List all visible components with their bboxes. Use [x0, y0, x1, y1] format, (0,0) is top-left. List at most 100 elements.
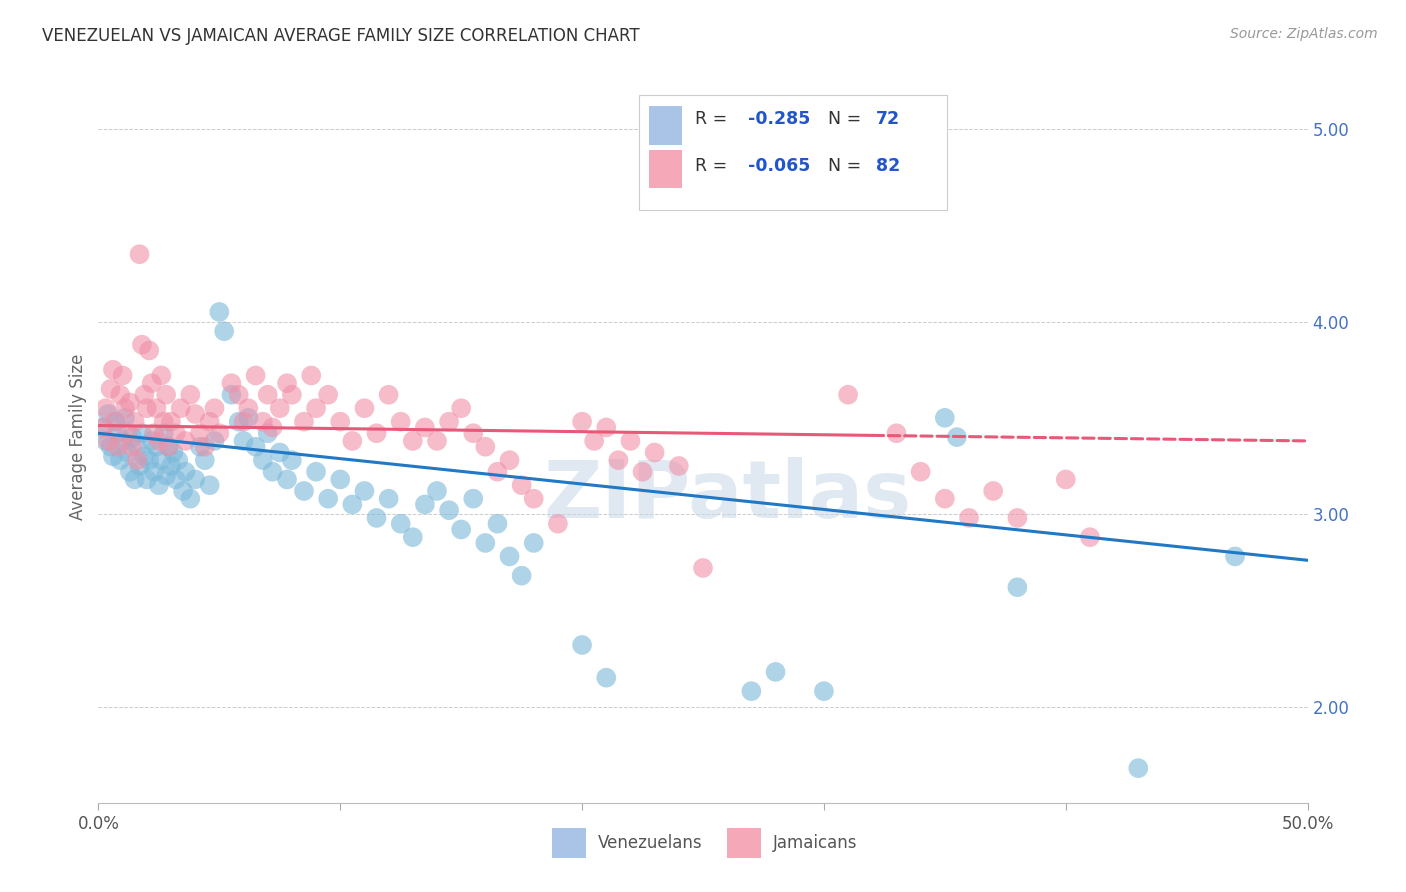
Point [342, 434, 364, 448]
Point [910, 465, 932, 479]
Point [252, 415, 274, 429]
Point [91, 420, 114, 434]
Point [157, 440, 180, 454]
Point [474, 536, 496, 550]
Point [160, 458, 183, 473]
Point [150, 453, 173, 467]
Point [510, 568, 533, 582]
Point [316, 388, 339, 402]
Point [486, 465, 509, 479]
Point [292, 415, 315, 429]
Point [108, 388, 131, 402]
Point [104, 415, 127, 429]
Point [94, 434, 117, 448]
Point [934, 491, 956, 506]
Point [221, 388, 243, 402]
Point [118, 465, 141, 479]
Bar [648, 151, 682, 188]
Text: -0.285: -0.285 [748, 110, 810, 128]
Point [450, 401, 472, 416]
Point [107, 426, 129, 441]
Point [208, 426, 231, 441]
Point [97, 407, 120, 421]
Point [1223, 549, 1246, 564]
Point [117, 445, 139, 459]
Point [162, 445, 184, 459]
Point [595, 671, 617, 685]
Point [155, 388, 177, 402]
Point [644, 445, 666, 459]
Text: -0.065: -0.065 [748, 158, 810, 176]
Text: 82: 82 [876, 158, 900, 176]
Point [402, 434, 425, 448]
Point [141, 434, 163, 448]
Point [100, 440, 122, 454]
Point [208, 305, 231, 319]
Point [111, 368, 134, 383]
Point [256, 388, 278, 402]
Point [101, 362, 124, 376]
Bar [551, 829, 586, 858]
Point [276, 472, 298, 486]
Point [342, 498, 364, 512]
Point [155, 468, 177, 483]
Point [413, 498, 436, 512]
Point [131, 337, 153, 351]
Point [184, 472, 207, 486]
Point [135, 401, 157, 416]
Point [121, 430, 143, 444]
Point [157, 440, 180, 454]
Point [281, 453, 304, 467]
Text: VENEZUELAN VS JAMAICAN AVERAGE FAMILY SIZE CORRELATION CHART: VENEZUELAN VS JAMAICAN AVERAGE FAMILY SI… [42, 27, 640, 45]
Point [463, 426, 485, 441]
Point [437, 503, 460, 517]
Text: N =: N = [828, 110, 866, 128]
Point [426, 434, 449, 448]
Point [111, 434, 134, 448]
Point [101, 450, 124, 464]
Point [228, 388, 250, 402]
Text: 72: 72 [876, 110, 900, 128]
Point [198, 415, 221, 429]
Point [366, 426, 388, 441]
Point [245, 440, 267, 454]
Point [353, 483, 375, 498]
Text: Source: ZipAtlas.com: Source: ZipAtlas.com [1230, 27, 1378, 41]
Point [127, 453, 149, 467]
Point [179, 388, 201, 402]
Point [276, 376, 298, 391]
Point [1078, 530, 1101, 544]
Point [97, 434, 120, 448]
Point [571, 638, 593, 652]
Point [547, 516, 569, 531]
Point [595, 420, 617, 434]
Point [619, 434, 641, 448]
Point [124, 415, 146, 429]
Point [174, 465, 197, 479]
Point [128, 247, 150, 261]
Point [463, 491, 485, 506]
Point [583, 434, 606, 448]
Point [377, 388, 399, 402]
Point [269, 445, 291, 459]
Point [571, 415, 593, 429]
Point [957, 511, 980, 525]
Point [1128, 761, 1150, 775]
Point [152, 426, 174, 441]
Point [837, 388, 859, 402]
Y-axis label: Average Family Size: Average Family Size [69, 354, 87, 520]
Point [165, 472, 187, 486]
Text: Jamaicans: Jamaicans [773, 834, 858, 852]
Point [198, 478, 221, 492]
Point [221, 376, 243, 391]
Point [366, 511, 388, 525]
Point [150, 368, 173, 383]
Point [353, 401, 375, 416]
Point [148, 434, 170, 448]
Point [238, 410, 260, 425]
Point [1054, 472, 1077, 486]
Point [138, 453, 160, 467]
Point [510, 478, 533, 492]
Point [167, 453, 190, 467]
Point [204, 401, 226, 416]
